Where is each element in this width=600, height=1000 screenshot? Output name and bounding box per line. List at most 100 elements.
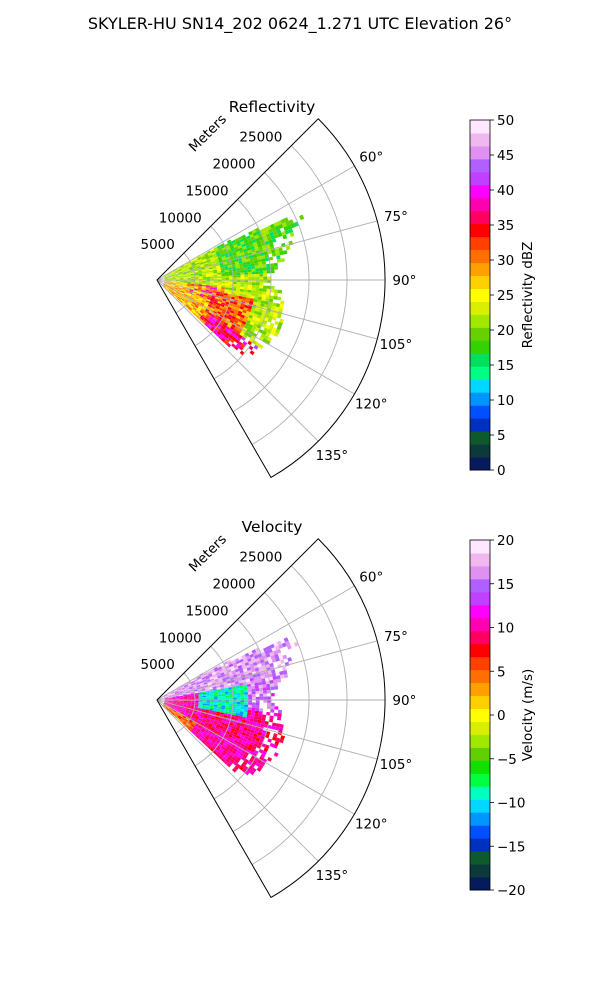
radar-echo-cell bbox=[259, 276, 264, 280]
radar-echo-cell bbox=[237, 678, 243, 682]
theta-tick-label: 75° bbox=[384, 209, 408, 225]
radar-echo-cell bbox=[208, 310, 213, 314]
radar-echo-cell bbox=[209, 742, 214, 747]
radar-echo-cell bbox=[210, 314, 216, 318]
colorbar-segment bbox=[470, 812, 490, 826]
radar-echo-cell bbox=[193, 710, 198, 713]
radar-echo-cell bbox=[273, 682, 278, 687]
radar-echo-cell bbox=[272, 676, 277, 680]
radar-echo-cell bbox=[228, 734, 233, 738]
radar-echo-cell bbox=[191, 262, 196, 266]
radar-echo-cell bbox=[195, 735, 200, 739]
radar-echo-cell bbox=[200, 674, 205, 678]
radar-echo-cell bbox=[260, 300, 266, 304]
radar-echo-cell bbox=[213, 721, 218, 725]
radar-echo-cell bbox=[270, 693, 275, 697]
radar-echo-cell bbox=[219, 684, 225, 688]
radar-echo-cell bbox=[247, 249, 252, 254]
radar-echo-cell bbox=[256, 253, 261, 257]
radar-echo-cell bbox=[206, 273, 210, 276]
radar-echo-cell bbox=[257, 256, 262, 260]
radar-echo-cell bbox=[216, 689, 221, 692]
radar-echo-cell bbox=[257, 676, 262, 680]
radar-echo-cell bbox=[281, 642, 287, 648]
radar-echo-cell bbox=[212, 253, 217, 257]
radar-echo-cell bbox=[174, 287, 179, 290]
radar-echo-cell bbox=[225, 310, 230, 315]
radar-echo-cell bbox=[239, 350, 245, 356]
radar-echo-cell bbox=[252, 301, 258, 306]
radar-echo-cell bbox=[183, 721, 187, 725]
radar-echo-cell bbox=[204, 736, 209, 740]
radar-echo-cell bbox=[265, 664, 271, 669]
radar-echo-cell bbox=[175, 282, 180, 284]
radar-echo-cell bbox=[269, 312, 274, 317]
radar-echo-cell bbox=[254, 307, 260, 312]
radar-echo-cell bbox=[218, 316, 223, 320]
radar-echo-cell bbox=[222, 323, 227, 328]
radar-echo-cell bbox=[228, 302, 234, 306]
radar-echo-cell bbox=[213, 283, 218, 285]
radar-echo-cell bbox=[277, 296, 282, 301]
radar-echo-cell bbox=[179, 276, 184, 278]
radar-echo-cell bbox=[215, 296, 220, 300]
radar-echo-cell bbox=[229, 320, 234, 324]
radar-echo-cell bbox=[180, 266, 185, 269]
colorbar-segment bbox=[470, 327, 490, 341]
radar-echo-cell bbox=[267, 648, 273, 654]
radar-echo-cell bbox=[275, 657, 280, 662]
radar-echo-cell bbox=[169, 708, 173, 712]
radar-echo-cell bbox=[202, 278, 207, 280]
radar-echo-cell bbox=[236, 315, 241, 320]
radar-echo-cell bbox=[220, 708, 225, 712]
radar-echo-cell bbox=[221, 731, 226, 735]
radar-echo-cell bbox=[251, 694, 256, 697]
radar-echo-cell bbox=[236, 701, 241, 705]
radar-echo-cell bbox=[168, 276, 172, 278]
radar-echo-cell bbox=[269, 662, 274, 668]
radar-echo-cell bbox=[217, 696, 222, 699]
radar-echo-cell bbox=[238, 308, 244, 313]
radar-echo-cell bbox=[205, 285, 210, 288]
radar-echo-cell bbox=[215, 263, 220, 267]
radar-echo-cell bbox=[242, 666, 247, 670]
radar-echo-cell bbox=[174, 690, 178, 693]
radar-echo-cell bbox=[190, 273, 195, 276]
radar-echo-cell bbox=[218, 335, 223, 340]
radar-echo-cell bbox=[206, 679, 211, 683]
radar-echo-cell bbox=[202, 284, 207, 287]
radar-echo-cell bbox=[263, 327, 269, 333]
radar-echo-cell bbox=[179, 294, 183, 297]
radar-echo-cell bbox=[168, 697, 172, 699]
radar-echo-cell bbox=[182, 693, 187, 695]
radar-echo-cell bbox=[206, 739, 211, 744]
radar-echo-cell bbox=[164, 280, 169, 282]
colorbar-tick-label: 15 bbox=[497, 358, 514, 374]
radar-echo-cell bbox=[222, 668, 228, 673]
colorbar-tick-label: −20 bbox=[497, 883, 526, 899]
radar-echo-cell bbox=[240, 286, 245, 290]
radar-echo-cell bbox=[201, 676, 206, 680]
radar-echo-cell bbox=[170, 706, 175, 709]
radar-echo-cell bbox=[265, 244, 271, 249]
radar-echo-cell bbox=[228, 251, 233, 255]
radar-echo-cell bbox=[209, 720, 214, 723]
radar-echo-cell bbox=[200, 675, 205, 679]
radar-echo-cell bbox=[178, 689, 182, 692]
radar-echo-cell bbox=[172, 697, 176, 699]
radar-echo-cell bbox=[206, 313, 211, 318]
radar-echo-cell bbox=[182, 715, 187, 718]
radar-echo-cell bbox=[174, 707, 179, 710]
radar-echo-cell bbox=[205, 314, 210, 319]
radar-echo-cell bbox=[201, 268, 206, 271]
radar-echo-cell bbox=[204, 322, 209, 327]
radar-echo-cell bbox=[254, 682, 259, 686]
radar-echo-cell bbox=[235, 293, 240, 296]
radar-echo-cell bbox=[235, 671, 241, 675]
radar-echo-cell bbox=[190, 270, 194, 273]
radar-echo-cell bbox=[195, 295, 200, 299]
radar-echo-cell bbox=[232, 284, 237, 287]
radar-echo-cell bbox=[194, 679, 199, 682]
radar-echo-cell bbox=[175, 693, 179, 695]
radar-echo-cell bbox=[215, 734, 220, 738]
